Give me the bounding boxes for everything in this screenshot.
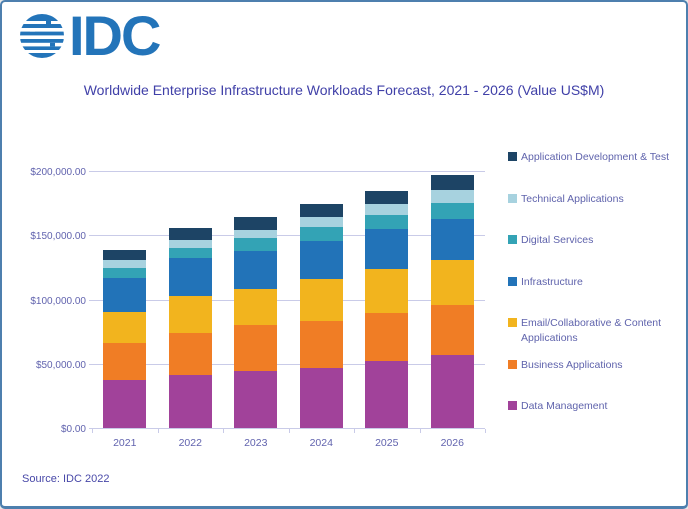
y-axis-label: $0.00 <box>60 424 86 435</box>
bar-segment <box>168 240 212 249</box>
bar-segment <box>234 288 278 326</box>
bar-segment <box>299 216 343 227</box>
x-axis-label: 2022 <box>178 437 202 449</box>
x-axis-tick <box>485 429 486 433</box>
bar-segment <box>168 257 212 297</box>
bar-segment <box>365 214 409 230</box>
legend-swatch <box>508 193 517 203</box>
legend-label: Digital Services <box>521 234 594 246</box>
legend-swatch <box>508 318 517 327</box>
bar-segment <box>103 311 147 344</box>
x-axis-label: 2024 <box>309 437 333 449</box>
legend-swatch <box>508 401 517 410</box>
y-axis-label: $200,000.00 <box>30 167 86 178</box>
bar-segment <box>365 204 409 215</box>
bar-segment <box>365 190 409 205</box>
gridline <box>89 235 485 237</box>
x-axis-tick <box>157 429 159 433</box>
idc-logo-text: IDC <box>69 4 161 67</box>
x-axis-label: 2026 <box>440 437 464 449</box>
idc-globe-icon <box>20 14 64 58</box>
bar-segment <box>103 380 147 428</box>
gridline <box>89 299 485 301</box>
bar-segment <box>234 216 278 230</box>
bar-segment <box>103 268 147 278</box>
x-axis-tick <box>288 429 290 433</box>
bar-segment <box>365 313 409 362</box>
x-axis-tick <box>419 429 421 433</box>
x-axis-label: 2025 <box>375 437 399 449</box>
bar-column-2025 <box>365 190 409 428</box>
legend-item: Digital Services <box>508 233 593 248</box>
bar-column-2021 <box>103 250 147 428</box>
bar-segment <box>234 251 278 289</box>
bar-segment <box>299 278 343 321</box>
bar-segment <box>430 174 474 191</box>
bar-segment <box>103 343 147 381</box>
legend-label: Infrastructure <box>521 275 583 288</box>
bar-segment <box>430 202 474 220</box>
y-axis-label: $50,000.00 <box>35 359 86 371</box>
x-axis-tick <box>354 429 355 433</box>
legend-swatch <box>508 235 517 244</box>
legend-label: Data Management <box>521 400 608 412</box>
bar-segment <box>430 260 474 305</box>
bar-segment <box>299 226 343 242</box>
y-axis-label: $100,000.00 <box>30 295 86 307</box>
bar-segment <box>234 370 278 428</box>
source-note: Source: IDC 2022 <box>22 473 110 485</box>
legend-item: Technical Applications <box>508 192 624 207</box>
x-axis-tick <box>92 429 93 433</box>
bar-segment <box>430 190 474 203</box>
bar-segment <box>168 248 212 258</box>
legend-item: Business Applications <box>508 358 623 373</box>
x-axis-label: 2023 <box>244 437 268 449</box>
legend-swatch <box>508 359 517 369</box>
legend-label: Application Development & Test <box>521 151 670 163</box>
legend-label: Email/Collaborative & Content Applicatio… <box>521 317 662 344</box>
legend-item: Email/Collaborative & Content Applicatio… <box>508 316 686 345</box>
bar-segment <box>299 320 343 368</box>
bar-segment <box>103 260 147 269</box>
legend-item: Data Management <box>508 399 607 414</box>
legend-item: Infrastructure <box>508 275 583 290</box>
bar-segment <box>430 355 474 428</box>
gridline <box>89 363 485 365</box>
bar-segment <box>103 250 147 261</box>
bar-segment <box>234 237 278 252</box>
bar-segment <box>168 332 212 376</box>
bar-column-2022 <box>168 227 212 428</box>
x-axis-tick <box>223 429 224 433</box>
idc-logo: IDC <box>20 4 161 67</box>
bar-column-2024 <box>299 203 343 428</box>
x-axis-label: 2021 <box>113 437 137 449</box>
bar-segment <box>168 227 212 241</box>
legend-item: Application Development & Test <box>508 150 669 165</box>
bar-segment <box>168 296 212 333</box>
legend-label: Business Applications <box>521 358 623 371</box>
bar-column-2026 <box>430 174 474 428</box>
bar-column-2023 <box>234 216 278 428</box>
y-axis-label: $150,000.00 <box>30 231 86 243</box>
bar-segment <box>365 229 409 270</box>
legend-label: Technical Applications <box>521 192 624 205</box>
bar-segment <box>365 361 409 428</box>
bar-segment <box>365 269 409 313</box>
bar-segment <box>234 325 278 371</box>
bar-segment <box>234 229 278 238</box>
gridline <box>89 171 485 172</box>
bar-segment <box>299 367 343 428</box>
legend-swatch <box>508 152 517 161</box>
bar-segment <box>430 219 474 261</box>
bar-segment <box>430 304 474 356</box>
chart-title: Worldwide Enterprise Infrastructure Work… <box>83 82 605 98</box>
bar-segment <box>103 277 147 312</box>
bar-segment <box>168 375 212 428</box>
x-axis-line <box>89 428 485 429</box>
bar-segment <box>299 203 343 217</box>
legend-swatch <box>508 276 517 286</box>
chart-plot: $0.00 $50,000.00 $100,000.00 $150,000.00 $20… <box>30 152 486 449</box>
bar-segment <box>299 241 343 279</box>
